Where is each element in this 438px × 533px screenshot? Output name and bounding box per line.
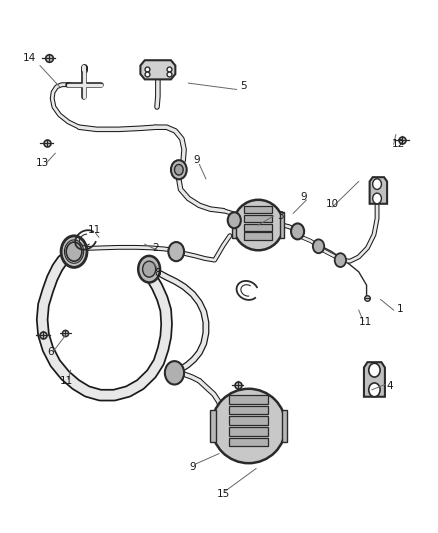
Bar xyxy=(232,212,237,238)
Text: 11: 11 xyxy=(359,317,372,327)
Circle shape xyxy=(165,361,184,384)
Circle shape xyxy=(313,239,324,253)
Bar xyxy=(244,232,272,240)
Text: 12: 12 xyxy=(392,139,405,149)
Bar xyxy=(280,212,285,238)
Bar xyxy=(229,395,268,403)
Text: 4: 4 xyxy=(386,381,392,391)
Circle shape xyxy=(373,193,381,204)
Bar xyxy=(229,416,268,425)
Text: 8: 8 xyxy=(155,268,161,278)
Text: 5: 5 xyxy=(240,81,246,91)
Circle shape xyxy=(66,242,82,261)
Polygon shape xyxy=(364,362,385,397)
Text: 11: 11 xyxy=(88,225,101,236)
Circle shape xyxy=(143,261,155,277)
Bar xyxy=(229,406,268,414)
Text: 2: 2 xyxy=(152,243,159,253)
Text: 6: 6 xyxy=(48,346,54,357)
Ellipse shape xyxy=(233,200,283,251)
Circle shape xyxy=(138,256,160,282)
Circle shape xyxy=(228,212,241,228)
Text: 9: 9 xyxy=(194,155,201,165)
Text: 14: 14 xyxy=(22,53,36,63)
Text: 3: 3 xyxy=(277,211,283,221)
Circle shape xyxy=(171,160,187,179)
Text: 9: 9 xyxy=(190,463,196,472)
Bar xyxy=(210,410,215,442)
Text: 1: 1 xyxy=(397,304,403,314)
Text: 9: 9 xyxy=(301,192,307,203)
Polygon shape xyxy=(141,60,175,79)
Text: 11: 11 xyxy=(60,376,73,386)
Circle shape xyxy=(369,383,380,397)
Circle shape xyxy=(61,236,87,268)
Bar xyxy=(229,438,268,446)
Text: 13: 13 xyxy=(35,158,49,168)
Circle shape xyxy=(373,179,381,189)
Circle shape xyxy=(168,242,184,261)
Text: 10: 10 xyxy=(326,199,339,209)
Circle shape xyxy=(291,223,304,239)
Bar xyxy=(229,427,268,435)
Bar xyxy=(244,215,272,222)
Polygon shape xyxy=(370,177,387,204)
Bar xyxy=(282,410,287,442)
Circle shape xyxy=(335,253,346,267)
Bar xyxy=(244,224,272,231)
Ellipse shape xyxy=(212,389,286,463)
Circle shape xyxy=(174,165,183,175)
Text: 15: 15 xyxy=(217,489,230,499)
Bar xyxy=(244,206,272,213)
Circle shape xyxy=(369,364,380,377)
